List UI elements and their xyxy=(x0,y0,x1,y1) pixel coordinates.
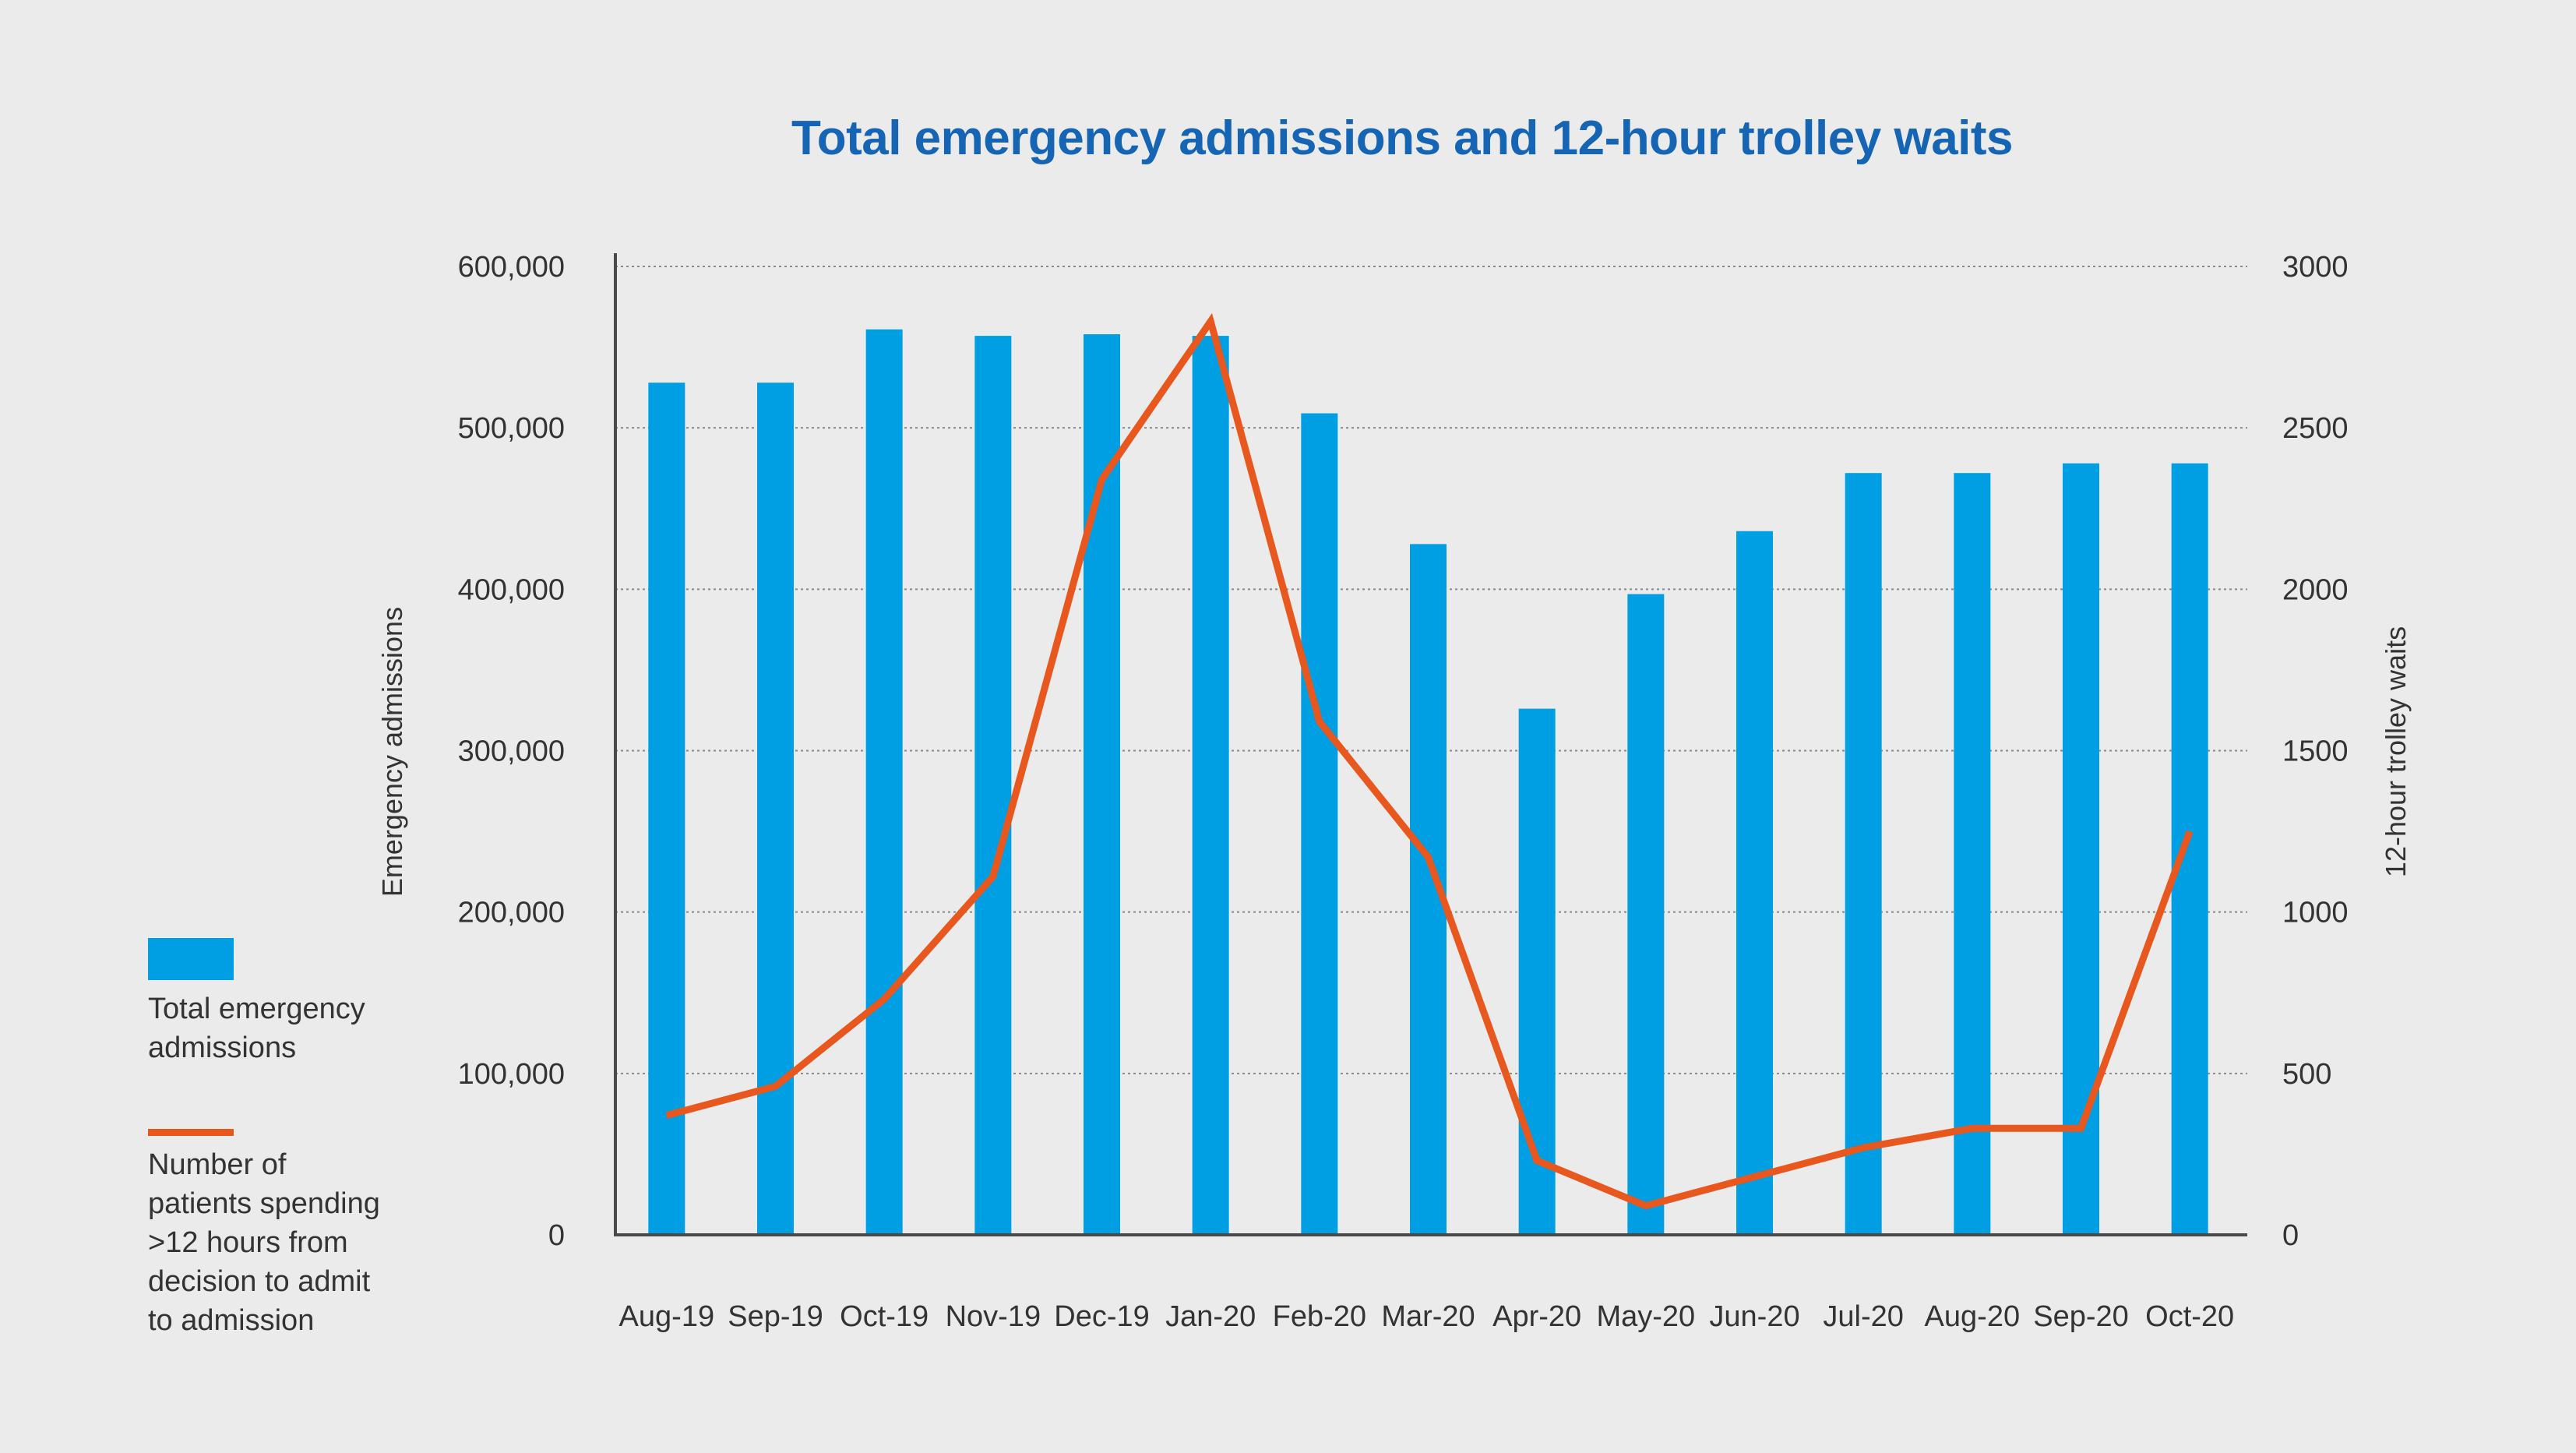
y-axis-title: Emergency admissions xyxy=(376,607,408,897)
x-tick-label: Jan-20 xyxy=(1165,1300,1256,1333)
bar xyxy=(1627,594,1665,1235)
y-tick-label: 300,000 xyxy=(458,735,565,768)
x-tick-label: Mar-20 xyxy=(1381,1300,1475,1333)
y-tick-label: 500,000 xyxy=(458,412,565,445)
legend-bar-label: Total emergency admissions xyxy=(148,993,365,1064)
bar xyxy=(757,383,794,1235)
x-tick-label: Sep-19 xyxy=(728,1300,823,1333)
bar xyxy=(1192,336,1229,1235)
x-tick-label: Dec-19 xyxy=(1054,1300,1150,1333)
y2-tick-label: 0 xyxy=(2282,1219,2299,1252)
x-tick-label: May-20 xyxy=(1596,1300,1695,1333)
y2-tick-label: 2500 xyxy=(2282,412,2349,445)
bar xyxy=(974,336,1012,1235)
bar xyxy=(648,383,685,1235)
y2-tick-label: 2000 xyxy=(2282,573,2349,606)
tick-labels: 0 0 100,000 500 200,000 1000 300,000 1500 400,00… xyxy=(376,251,2412,1333)
bar xyxy=(1736,531,1773,1235)
legend-line-swatch xyxy=(148,1129,234,1136)
y2-axis-title: 12-hour trolley waits xyxy=(2380,626,2412,877)
bar xyxy=(1518,708,1556,1235)
y-tick-label: 0 xyxy=(548,1219,565,1252)
bar xyxy=(1845,473,1882,1235)
x-tick-label: Apr-20 xyxy=(1492,1300,1581,1333)
bar xyxy=(1084,334,1120,1235)
bar-series xyxy=(648,329,2208,1235)
y2-tick-label: 1500 xyxy=(2282,735,2349,768)
y-tick-label: 200,000 xyxy=(458,897,565,929)
x-tick-label: Feb-20 xyxy=(1273,1300,1366,1333)
trolley-wait-line xyxy=(665,312,2194,1210)
y-tick-label: 100,000 xyxy=(458,1058,565,1091)
chart-title: Total emergency admissions and 12-hour t… xyxy=(791,111,2014,165)
x-tick-label: Jul-20 xyxy=(1823,1300,1904,1333)
y-tick-label: 600,000 xyxy=(458,251,565,284)
x-tick-label: Aug-19 xyxy=(619,1300,715,1333)
axes xyxy=(614,253,2247,1236)
y2-tick-label: 1000 xyxy=(2282,897,2349,929)
x-tick-label: Aug-20 xyxy=(1925,1300,2021,1333)
y2-tick-label: 500 xyxy=(2282,1058,2331,1091)
bar xyxy=(1301,413,1338,1235)
legend-bar-swatch xyxy=(148,938,234,980)
bar xyxy=(865,329,903,1235)
bar xyxy=(2063,463,2099,1235)
y2-tick-label: 3000 xyxy=(2282,251,2349,284)
x-tick-label: Oct-19 xyxy=(840,1300,929,1333)
line-series xyxy=(665,312,2194,1210)
y-tick-label: 400,000 xyxy=(458,573,565,606)
x-tick-label: Jun-20 xyxy=(1709,1300,1799,1333)
x-tick-label: Oct-20 xyxy=(2145,1300,2234,1333)
legend-line-label: Number of patients spending >12 hours fr… xyxy=(148,1148,380,1337)
bar xyxy=(1954,473,1991,1235)
bar xyxy=(2171,463,2208,1235)
x-tick-label: Nov-19 xyxy=(946,1300,1041,1333)
x-tick-label: Sep-20 xyxy=(2033,1300,2129,1333)
